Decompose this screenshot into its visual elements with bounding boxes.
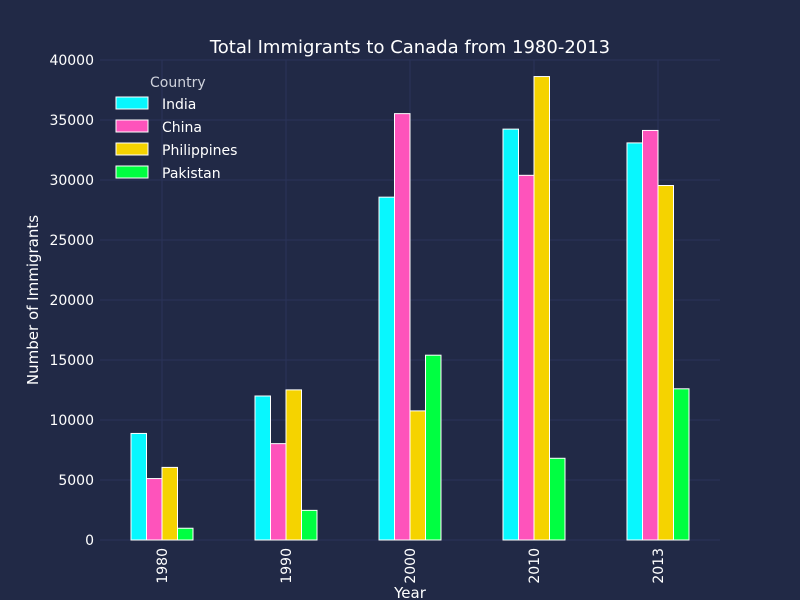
y-axis-ticks: 0 5000 10000 15000 20000 25000 30000 35000 40000 — [49, 53, 94, 549]
bar-india-2010 — [502, 128, 519, 541]
legend-swatch-pakistan — [115, 165, 149, 179]
y-axis-label: Number of Immigrants — [24, 215, 42, 385]
legend-label-philippines: Philippines — [162, 143, 237, 159]
bar-china-2013 — [642, 129, 659, 541]
legend: Country India China Philippines Pakistan — [115, 75, 237, 182]
y-tick-label: 25000 — [49, 233, 94, 249]
bar-philippines-1980 — [161, 466, 178, 541]
bar-philippines-1990 — [285, 389, 302, 541]
chart-title: Total Immigrants to Canada from 1980-201… — [209, 37, 610, 58]
bar-china-2000 — [394, 113, 411, 541]
legend-swatch-china — [115, 119, 149, 133]
legend-swatch-india — [115, 96, 149, 110]
bar-china-2010 — [518, 174, 535, 541]
legend-label-pakistan: Pakistan — [162, 166, 221, 182]
y-tick-label: 10000 — [49, 413, 94, 429]
bar-philippines-2010 — [533, 76, 550, 541]
bar-china-1980 — [146, 478, 163, 541]
bar-pakistan-2000 — [425, 354, 442, 541]
y-tick-label: 20000 — [49, 293, 94, 309]
bar-philippines-2000 — [409, 410, 426, 541]
x-tick-label: 1980 — [155, 548, 171, 584]
x-axis-ticks: 1980 1990 2000 2010 2013 — [155, 548, 667, 584]
y-tick-label: 35000 — [49, 113, 94, 129]
x-axis-label: Year — [393, 584, 427, 600]
y-tick-label: 0 — [85, 533, 94, 549]
y-tick-label: 15000 — [49, 353, 94, 369]
bar-pakistan-1990 — [301, 509, 318, 541]
x-tick-label: 2010 — [527, 548, 543, 584]
y-tick-label: 5000 — [58, 473, 94, 489]
bar-india-2013 — [626, 142, 643, 541]
legend-label-china: China — [162, 120, 202, 136]
bar-pakistan-2013 — [673, 388, 690, 541]
y-tick-label: 40000 — [49, 53, 94, 69]
bar-pakistan-1980 — [177, 527, 194, 541]
bar-china-1990 — [270, 443, 287, 541]
y-tick-label: 30000 — [49, 173, 94, 189]
x-tick-label: 2000 — [403, 548, 419, 584]
legend-items: India China Philippines Pakistan — [115, 96, 237, 182]
bars — [130, 76, 690, 541]
bar-pakistan-2010 — [549, 457, 566, 541]
bar-india-1980 — [130, 432, 147, 541]
bar-india-1990 — [254, 395, 271, 541]
bar-india-2000 — [378, 196, 395, 541]
legend-swatch-philippines — [115, 142, 149, 156]
bar-philippines-2013 — [657, 185, 674, 541]
legend-label-india: India — [162, 97, 196, 113]
x-tick-label: 1990 — [279, 548, 295, 584]
legend-title: Country — [150, 75, 206, 91]
x-tick-label: 2013 — [651, 548, 667, 584]
